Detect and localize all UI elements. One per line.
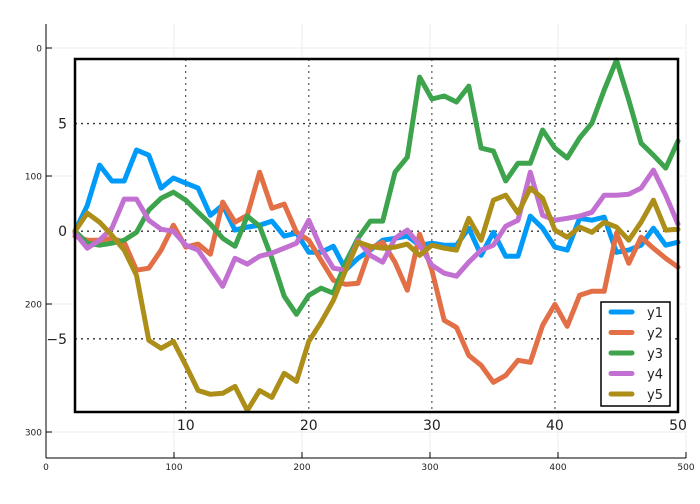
inner-tick-labels: 10 20 30 40 50 −5 0 5 [46, 117, 687, 434]
bg-tick-label-y: 300 [25, 429, 42, 439]
tick-label-y: −5 [46, 332, 67, 348]
bg-tick-label-y: 0 [36, 45, 42, 55]
plot-area [75, 59, 678, 412]
tick-label-y: 0 [58, 224, 67, 240]
legend-label: y5 [647, 388, 663, 403]
tick-label-x: 50 [669, 418, 687, 434]
plot-frame [73, 57, 680, 414]
legend: y1 y2 y3 y4 y5 [600, 301, 671, 407]
bg-tick-label-y: 200 [25, 301, 42, 311]
bg-tick-label-x: 300 [421, 463, 438, 473]
tick-label-y: 5 [58, 117, 67, 133]
bg-tick-label-x: 100 [165, 463, 182, 473]
tick-label-x: 40 [546, 418, 564, 434]
series-line-y3 [72, 57, 681, 317]
legend-label: y2 [647, 327, 663, 342]
bg-tick-label-x: 0 [43, 463, 49, 473]
bg-tick-label-x: 400 [549, 463, 566, 473]
tick-label-x: 30 [423, 418, 441, 434]
legend-label: y4 [647, 368, 663, 383]
legend-label: y1 [647, 306, 663, 321]
series-line-y5 [72, 185, 681, 413]
legend-label: y3 [647, 347, 663, 362]
tick-label-x: 10 [177, 418, 195, 434]
bg-tick-label-x: 500 [677, 463, 694, 473]
series-line-y4 [72, 167, 681, 289]
bg-tick-label-x: 200 [293, 463, 310, 473]
bg-tick-label-y: 100 [25, 173, 42, 183]
series-lines [72, 57, 681, 413]
tick-label-x: 20 [300, 418, 318, 434]
